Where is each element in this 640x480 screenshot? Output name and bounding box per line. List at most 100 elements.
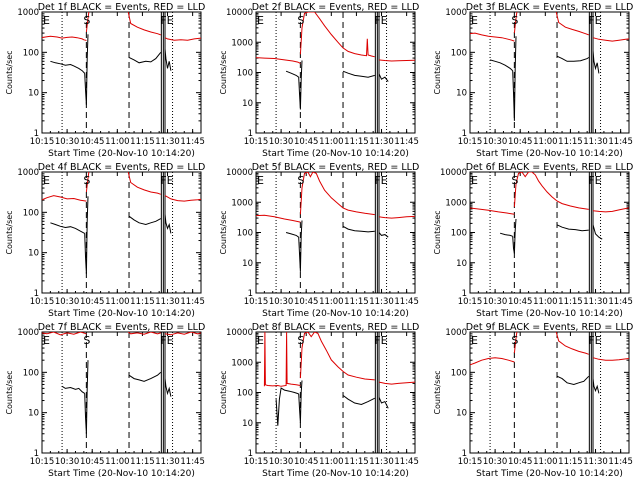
red-lld-line bbox=[127, 332, 161, 335]
event-marker-label: S bbox=[511, 174, 518, 187]
y-tick-label: 10 bbox=[456, 89, 467, 99]
x-tick-label: 11:15 bbox=[130, 297, 155, 307]
event-marker-label: E bbox=[471, 334, 478, 347]
x-tick-label: 11:45 bbox=[180, 297, 205, 307]
red-lld-line bbox=[164, 37, 201, 41]
y-tick-label: 10 bbox=[456, 409, 467, 419]
x-tick-label: 11:30 bbox=[583, 457, 608, 467]
x-tick-label: 10:30 bbox=[55, 297, 80, 307]
y-tick-label: 100 bbox=[237, 389, 253, 399]
event-marker-label: S bbox=[83, 14, 90, 27]
x-tick-label: 11:15 bbox=[130, 137, 155, 147]
x-tick-label: 10:15 bbox=[244, 137, 269, 147]
plot-frame bbox=[469, 331, 630, 454]
red-lld-line bbox=[299, 332, 375, 381]
x-tick-label: 10:30 bbox=[483, 137, 508, 147]
event-marker-label: E bbox=[257, 174, 264, 187]
black-events-line bbox=[512, 36, 517, 121]
black-events-line bbox=[298, 220, 303, 272]
black-events-line bbox=[84, 34, 89, 105]
y-axis-label: Counts/sec bbox=[219, 50, 228, 94]
x-tick-label: 11:15 bbox=[130, 457, 155, 467]
x-tick-label: 10:30 bbox=[55, 137, 80, 147]
event-marker-label: FE bbox=[374, 334, 387, 347]
x-tick-label: 11:00 bbox=[105, 457, 130, 467]
x-tick-label: 11:45 bbox=[180, 457, 205, 467]
x-tick-label: 10:45 bbox=[294, 137, 319, 147]
x-axis-label: Start Time (20-Nov-10 10:14:20) bbox=[262, 149, 409, 159]
x-tick-label: 10:30 bbox=[269, 297, 294, 307]
red-lld-line bbox=[256, 57, 301, 64]
x-tick-label: 10:15 bbox=[30, 137, 55, 147]
x-axis-label: Start Time (20-Nov-10 10:14:20) bbox=[262, 469, 409, 479]
event-marker-label: E bbox=[471, 14, 478, 27]
y-tick-label: 10 bbox=[242, 99, 253, 109]
x-tick-label: 10:30 bbox=[483, 457, 508, 467]
y-tick-label: 100 bbox=[451, 229, 467, 239]
x-tick-label: 11:30 bbox=[583, 137, 608, 147]
x-tick-label: 11:30 bbox=[155, 457, 180, 467]
panel-title: Det 2f BLACK = Events, RED = LLD bbox=[252, 2, 420, 13]
x-tick-label: 10:30 bbox=[269, 457, 294, 467]
event-marker-label: S bbox=[297, 14, 304, 27]
x-axis-label: Start Time (20-Nov-10 10:14:20) bbox=[476, 469, 623, 479]
x-tick-label: 10:15 bbox=[458, 297, 483, 307]
red-lld-line bbox=[127, 172, 161, 195]
x-tick-label: 11:15 bbox=[558, 457, 583, 467]
black-events-line bbox=[164, 378, 172, 397]
event-marker-label: E bbox=[471, 174, 478, 187]
x-tick-label: 11:00 bbox=[533, 457, 558, 467]
y-tick-label: 1000 bbox=[17, 8, 39, 18]
red-lld-line bbox=[513, 12, 518, 34]
y-tick-label: 1000 bbox=[231, 198, 253, 208]
x-tick-label: 11:45 bbox=[608, 137, 633, 147]
event-marker-label: S bbox=[297, 334, 304, 347]
x-tick-label: 11:45 bbox=[608, 457, 633, 467]
x-axis-label: Start Time (20-Nov-10 10:14:20) bbox=[476, 149, 623, 159]
black-events-line bbox=[556, 224, 589, 232]
panel-title: Det 7f BLACK = Events, RED = LLD bbox=[38, 322, 206, 333]
black-events-line bbox=[499, 232, 513, 237]
red-lld-line bbox=[42, 332, 87, 336]
y-tick-label: 1000 bbox=[445, 8, 467, 18]
red-lld-line bbox=[378, 215, 415, 219]
x-tick-label: 11:45 bbox=[394, 137, 419, 147]
black-events-line bbox=[342, 225, 375, 233]
black-events-line bbox=[50, 222, 85, 234]
y-tick-label: 1000 bbox=[445, 198, 467, 208]
y-tick-label: 1 bbox=[34, 129, 39, 139]
event-marker-label: FE bbox=[588, 14, 601, 27]
event-marker-label: FE bbox=[160, 174, 173, 187]
red-lld-line bbox=[42, 195, 87, 202]
y-tick-label: 10 bbox=[456, 259, 467, 269]
x-tick-label: 11:30 bbox=[155, 297, 180, 307]
x-tick-label: 11:00 bbox=[319, 297, 344, 307]
y-tick-label: 100 bbox=[23, 368, 39, 378]
red-lld-line bbox=[470, 207, 515, 215]
x-tick-label: 10:15 bbox=[30, 457, 55, 467]
y-tick-label: 100 bbox=[237, 229, 253, 239]
x-tick-label: 10:45 bbox=[508, 297, 533, 307]
red-lld-line bbox=[378, 59, 415, 62]
red-lld-line bbox=[592, 37, 629, 42]
x-tick-label: 11:30 bbox=[583, 297, 608, 307]
x-tick-label: 10:15 bbox=[458, 137, 483, 147]
event-marker-label: FE bbox=[588, 334, 601, 347]
red-lld-line bbox=[85, 172, 90, 193]
x-tick-label: 11:00 bbox=[319, 137, 344, 147]
red-lld-line bbox=[299, 12, 375, 58]
y-tick-label: 10 bbox=[28, 409, 39, 419]
x-tick-label: 11:30 bbox=[155, 137, 180, 147]
x-tick-label: 11:45 bbox=[180, 137, 205, 147]
black-events-line bbox=[285, 232, 299, 238]
black-events-line bbox=[556, 55, 590, 62]
y-axis-label: Counts/sec bbox=[5, 50, 14, 94]
x-tick-label: 10:15 bbox=[244, 457, 269, 467]
event-marker-label: FE bbox=[374, 174, 387, 187]
panel-title: Det 5f BLACK = Events, RED = LLD bbox=[252, 162, 420, 173]
x-tick-label: 10:45 bbox=[80, 457, 105, 467]
event-marker-label: FE bbox=[160, 14, 173, 27]
y-axis-label: Counts/sec bbox=[219, 210, 228, 254]
red-lld-line bbox=[42, 35, 87, 42]
event-marker-label: FE bbox=[588, 174, 601, 187]
